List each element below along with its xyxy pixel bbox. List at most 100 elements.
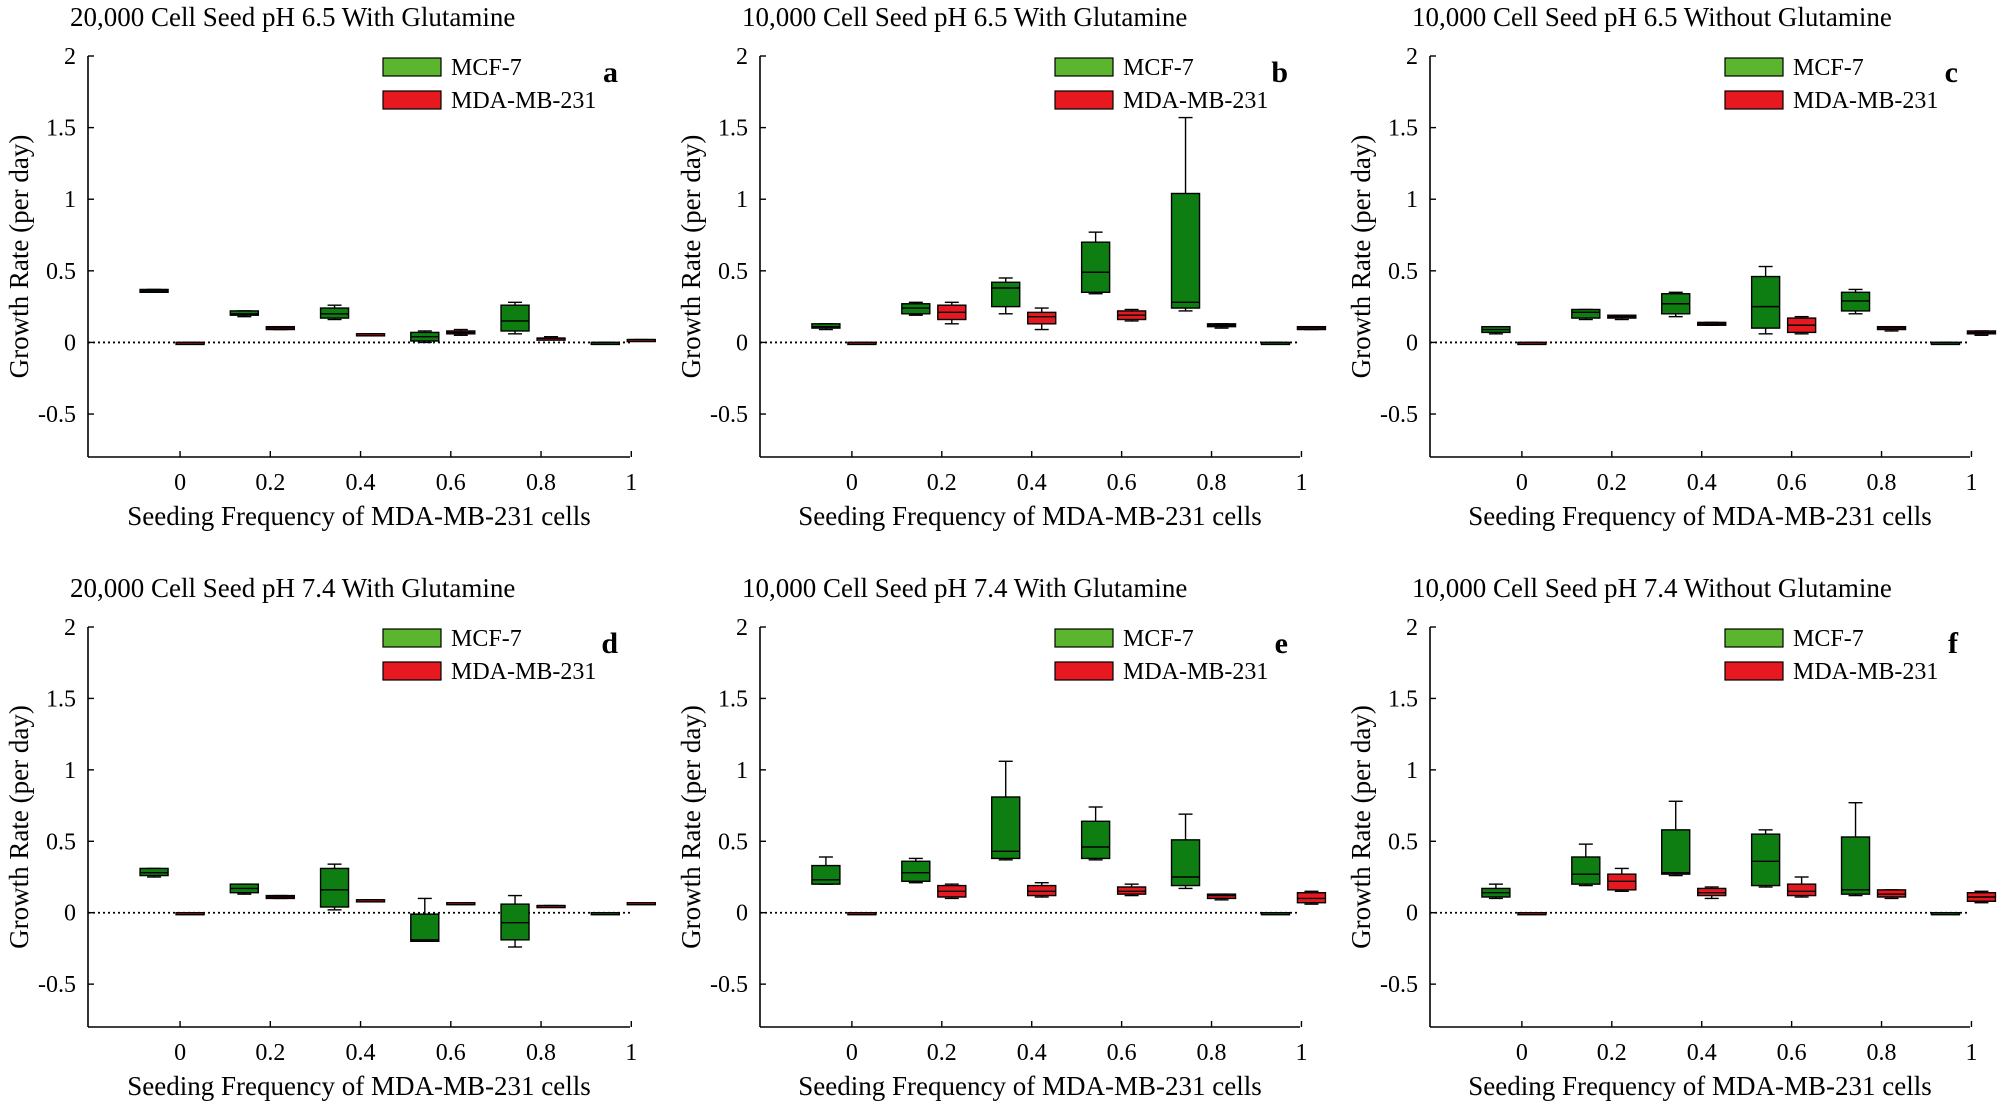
- box-mcf7-0: [139, 867, 169, 878]
- x-tick-label: 1: [625, 470, 637, 496]
- box-iqr: [500, 304, 530, 332]
- y-tick-label: 0: [64, 901, 76, 927]
- x-tick-label: 1: [625, 1040, 637, 1066]
- box-mcf7-0.8: [1840, 802, 1871, 897]
- box-mda-1: [626, 902, 656, 906]
- x-tick-label: 0.4: [1017, 1040, 1047, 1066]
- box-mcf7-0.2: [1571, 308, 1601, 321]
- panel-f: 10,000 Cell Seed pH 7.4 Without Glutamin…: [1346, 573, 1997, 1101]
- panel-letter: c: [1945, 56, 1958, 89]
- legend-swatch-mda: [1724, 661, 1784, 681]
- box-iqr: [1206, 893, 1237, 900]
- box-mda-0.6: [1786, 315, 1817, 335]
- x-tick-label: 0.6: [1107, 1040, 1137, 1066]
- box-iqr: [901, 303, 931, 315]
- box-iqr: [1080, 241, 1111, 294]
- box-mda-0.4: [1697, 886, 1727, 900]
- box-mcf7-0: [811, 323, 841, 331]
- y-axis-label: Growth Rate (per day): [4, 135, 34, 379]
- box-iqr: [319, 867, 350, 908]
- y-tick-label: 1: [736, 758, 748, 784]
- box-mda-0: [175, 912, 205, 916]
- box-iqr: [139, 867, 169, 877]
- panel-title: 10,000 Cell Seed pH 7.4 Without Glutamin…: [1412, 573, 1892, 603]
- box-mda-0.2: [937, 883, 967, 900]
- legend-label-mcf7: MCF-7: [1793, 626, 1864, 652]
- y-tick-label: 1: [1406, 758, 1418, 784]
- box-iqr: [229, 310, 260, 316]
- box-mcf7-1: [1930, 912, 1961, 916]
- box-iqr: [1080, 820, 1111, 860]
- box-mcf7-0.4: [319, 304, 350, 321]
- y-tick-label: 1.5: [718, 686, 748, 712]
- box-iqr: [319, 307, 350, 319]
- box-mda-0.8: [1876, 889, 1907, 900]
- box-mcf7-0.6: [1080, 806, 1111, 861]
- box-iqr: [1116, 886, 1147, 895]
- box-iqr: [1786, 883, 1817, 897]
- box-mcf7-0: [811, 856, 841, 885]
- x-tick-label: 0.8: [1197, 1040, 1227, 1066]
- box-iqr: [1170, 192, 1201, 309]
- legend-label-mda: MDA-MB-231: [1793, 88, 1938, 114]
- y-axis-label: Growth Rate (per day): [1346, 135, 1376, 379]
- x-tick-label: 0.2: [255, 1040, 285, 1066]
- box-iqr: [1876, 889, 1907, 898]
- y-tick-label: -0.5: [710, 972, 748, 998]
- y-tick-label: 2: [64, 615, 76, 641]
- legend-label-mcf7: MCF-7: [1123, 55, 1194, 81]
- box-mda-0: [175, 341, 205, 346]
- box-iqr: [1750, 833, 1781, 887]
- x-tick-label: 0.2: [1597, 470, 1627, 496]
- legend-label-mcf7: MCF-7: [451, 626, 522, 652]
- x-tick-label: 0.2: [255, 470, 285, 496]
- box-iqr: [1607, 873, 1637, 891]
- y-tick-label: 2: [736, 615, 748, 641]
- panel-title: 10,000 Cell Seed pH 7.4 With Glutamine: [742, 573, 1187, 603]
- box-iqr: [1661, 829, 1691, 875]
- box-mda-0.2: [1607, 867, 1637, 892]
- legend-swatch-mcf7: [1054, 628, 1114, 648]
- legend-label-mcf7: MCF-7: [451, 55, 522, 81]
- x-tick-label: 0: [174, 1040, 186, 1066]
- box-mcf7-0.4: [991, 277, 1021, 315]
- box-mcf7-0.8: [1840, 288, 1871, 315]
- panel-c: 10,000 Cell Seed pH 6.5 Without Glutamin…: [1346, 2, 1997, 531]
- box-mda-0.6: [1786, 876, 1817, 898]
- box-iqr: [500, 903, 530, 941]
- x-tick-label: 0.6: [1777, 1040, 1807, 1066]
- box-mda-0: [1517, 341, 1547, 346]
- box-mcf7-0.2: [229, 310, 260, 318]
- x-tick-label: 0.6: [436, 1040, 466, 1066]
- box-mda-0.8: [536, 904, 566, 909]
- y-tick-label: 0.5: [1388, 259, 1418, 285]
- box-mda-0: [1517, 912, 1547, 916]
- y-tick-label: 1.5: [46, 686, 76, 712]
- y-tick-label: 1.5: [1388, 686, 1418, 712]
- legend-label-mda: MDA-MB-231: [451, 88, 596, 114]
- y-tick-label: -0.5: [1380, 972, 1418, 998]
- legend-label-mcf7: MCF-7: [1123, 626, 1194, 652]
- box-mcf7-0.4: [319, 863, 350, 911]
- x-tick-label: 0.2: [927, 1040, 957, 1066]
- box-mda-0.2: [937, 301, 967, 325]
- panel-letter: d: [601, 627, 618, 660]
- box-mcf7-0.8: [1170, 813, 1201, 890]
- x-tick-label: 0.6: [1777, 470, 1807, 496]
- x-tick-label: 0.6: [436, 470, 466, 496]
- box-mcf7-0.6: [1750, 829, 1781, 888]
- box-mcf7-0.2: [901, 857, 931, 884]
- box-mcf7-0.2: [901, 301, 931, 316]
- box-mda-0.8: [1876, 325, 1907, 332]
- y-tick-label: 0.5: [718, 259, 748, 285]
- box-mcf7-0.8: [1170, 116, 1201, 312]
- legend-swatch-mda: [382, 661, 442, 681]
- legend-swatch-mda: [1724, 90, 1784, 110]
- panel-e: 10,000 Cell Seed pH 7.4 With Glutamine e 2…: [676, 573, 1327, 1101]
- box-iqr: [410, 913, 440, 942]
- legend-swatch-mda: [1054, 661, 1114, 681]
- y-axis-label: Growth Rate (per day): [1346, 705, 1376, 949]
- box-mcf7-0.6: [1750, 265, 1781, 335]
- x-tick-label: 0.8: [1197, 470, 1227, 496]
